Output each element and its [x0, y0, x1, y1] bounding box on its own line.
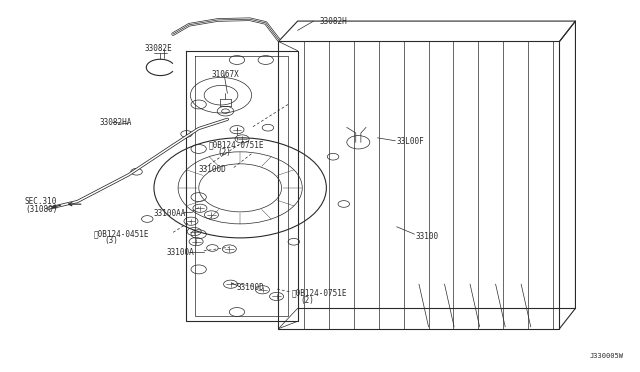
Text: 33L00F: 33L00F [397, 137, 424, 146]
Text: J330005W: J330005W [589, 353, 623, 359]
Text: (31080): (31080) [25, 205, 58, 214]
Text: (3): (3) [104, 236, 118, 245]
Text: (2): (2) [301, 296, 315, 305]
Text: Ⓒ0B124-0451E: Ⓒ0B124-0451E [93, 229, 148, 238]
Text: 33100D: 33100D [237, 283, 265, 292]
Text: 33082HA: 33082HA [100, 118, 132, 127]
Text: Ⓒ0B124-0751E: Ⓒ0B124-0751E [208, 141, 264, 150]
Text: (2): (2) [218, 148, 232, 157]
Text: SEC.310: SEC.310 [25, 198, 58, 206]
Text: 33100D: 33100D [198, 165, 227, 174]
Text: Ⓒ0B124-0751E: Ⓒ0B124-0751E [291, 288, 347, 297]
Text: 33082E: 33082E [145, 44, 172, 53]
Text: 33100AA: 33100AA [154, 209, 186, 218]
Text: 33082H: 33082H [320, 17, 348, 26]
Text: 31067X: 31067X [211, 70, 239, 79]
Text: 33100: 33100 [416, 231, 439, 241]
Text: 33100A: 33100A [167, 248, 195, 257]
